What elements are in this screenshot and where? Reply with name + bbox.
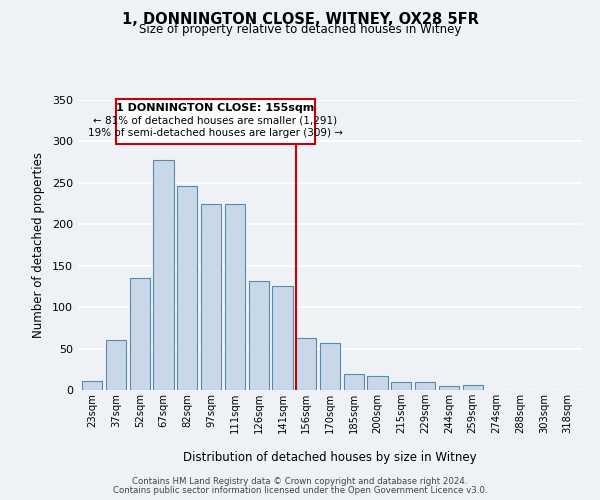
Text: Contains HM Land Registry data © Crown copyright and database right 2024.: Contains HM Land Registry data © Crown c… <box>132 477 468 486</box>
Text: Distribution of detached houses by size in Witney: Distribution of detached houses by size … <box>183 451 477 464</box>
Bar <box>296 338 316 390</box>
Bar <box>272 286 293 390</box>
Text: 19% of semi-detached houses are larger (309) →: 19% of semi-detached houses are larger (… <box>88 128 343 138</box>
Text: 1 DONNINGTON CLOSE: 155sqm: 1 DONNINGTON CLOSE: 155sqm <box>116 103 314 113</box>
Bar <box>130 278 150 390</box>
Y-axis label: Number of detached properties: Number of detached properties <box>32 152 45 338</box>
Bar <box>248 280 269 390</box>
Bar <box>367 376 388 390</box>
Bar <box>415 382 435 390</box>
Bar <box>154 160 173 390</box>
Text: ← 81% of detached houses are smaller (1,291): ← 81% of detached houses are smaller (1,… <box>93 115 337 125</box>
Text: Contains public sector information licensed under the Open Government Licence v3: Contains public sector information licen… <box>113 486 487 495</box>
FancyBboxPatch shape <box>116 99 314 144</box>
Bar <box>463 385 483 390</box>
Text: 1, DONNINGTON CLOSE, WITNEY, OX28 5FR: 1, DONNINGTON CLOSE, WITNEY, OX28 5FR <box>122 12 478 28</box>
Bar <box>344 374 364 390</box>
Bar <box>439 386 459 390</box>
Bar <box>177 186 197 390</box>
Bar <box>320 343 340 390</box>
Bar <box>201 204 221 390</box>
Bar <box>391 382 412 390</box>
Bar <box>225 204 245 390</box>
Bar <box>82 381 103 390</box>
Bar <box>106 340 126 390</box>
Text: Size of property relative to detached houses in Witney: Size of property relative to detached ho… <box>139 22 461 36</box>
